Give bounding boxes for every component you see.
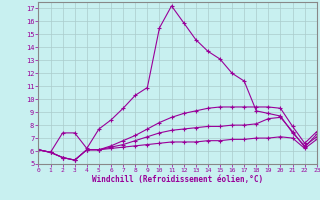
X-axis label: Windchill (Refroidissement éolien,°C): Windchill (Refroidissement éolien,°C) <box>92 175 263 184</box>
